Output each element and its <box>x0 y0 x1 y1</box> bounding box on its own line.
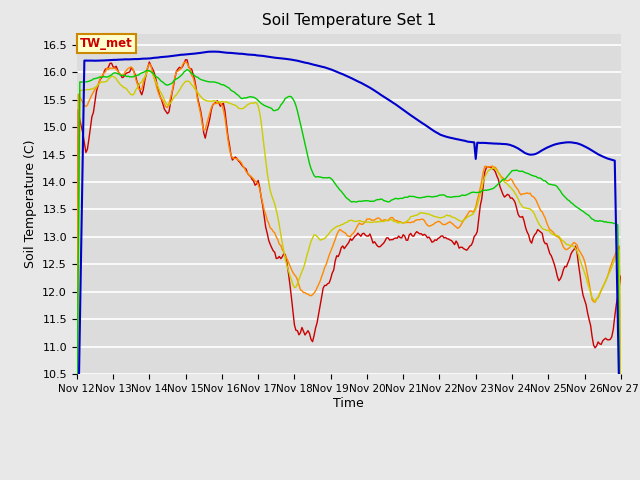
SoilT1_32 <box>209 48 216 54</box>
SoilT1_16 <box>415 195 422 201</box>
SoilT1_04 <box>415 217 422 223</box>
SoilT1_02 <box>384 235 392 241</box>
Text: TW_met: TW_met <box>80 37 132 50</box>
SoilT1_08 <box>403 219 410 225</box>
SoilT1_32 <box>617 475 625 480</box>
X-axis label: Time: Time <box>333 397 364 410</box>
SoilT1_16 <box>403 194 410 200</box>
SoilT1_16 <box>183 67 191 72</box>
SoilT1_08 <box>384 217 392 223</box>
SoilT1_08 <box>617 422 625 428</box>
Y-axis label: Soil Temperature (C): Soil Temperature (C) <box>24 140 36 268</box>
SoilT1_04 <box>403 220 410 226</box>
SoilT1_04 <box>73 376 81 382</box>
SoilT1_08 <box>88 86 96 92</box>
SoilT1_08 <box>552 232 559 238</box>
Line: SoilT1_02: SoilT1_02 <box>77 60 621 480</box>
SoilT1_08 <box>176 87 184 93</box>
SoilT1_08 <box>147 68 155 74</box>
SoilT1_02 <box>403 237 410 243</box>
SoilT1_04 <box>88 92 96 97</box>
SoilT1_02 <box>88 114 96 120</box>
SoilT1_04 <box>552 233 559 239</box>
SoilT1_04 <box>617 478 625 480</box>
SoilT1_04 <box>174 68 182 74</box>
SoilT1_04 <box>182 59 189 65</box>
SoilT1_02 <box>617 273 625 279</box>
SoilT1_02 <box>182 57 189 62</box>
Line: SoilT1_32: SoilT1_32 <box>77 51 621 480</box>
SoilT1_32 <box>403 109 410 115</box>
SoilT1_16 <box>73 427 81 432</box>
SoilT1_32 <box>552 141 559 147</box>
Line: SoilT1_04: SoilT1_04 <box>77 62 621 480</box>
SoilT1_16 <box>384 199 392 205</box>
SoilT1_02 <box>174 66 182 72</box>
Line: SoilT1_08: SoilT1_08 <box>77 71 621 480</box>
SoilT1_16 <box>88 77 96 83</box>
SoilT1_32 <box>384 96 392 102</box>
SoilT1_32 <box>88 58 96 63</box>
SoilT1_02 <box>552 267 559 273</box>
SoilT1_02 <box>415 230 422 236</box>
SoilT1_16 <box>552 183 559 189</box>
SoilT1_16 <box>174 75 182 81</box>
Line: SoilT1_16: SoilT1_16 <box>77 70 621 480</box>
SoilT1_04 <box>384 218 392 224</box>
SoilT1_32 <box>415 118 422 123</box>
SoilT1_08 <box>415 211 422 217</box>
SoilT1_32 <box>174 52 182 58</box>
Title: Soil Temperature Set 1: Soil Temperature Set 1 <box>262 13 436 28</box>
